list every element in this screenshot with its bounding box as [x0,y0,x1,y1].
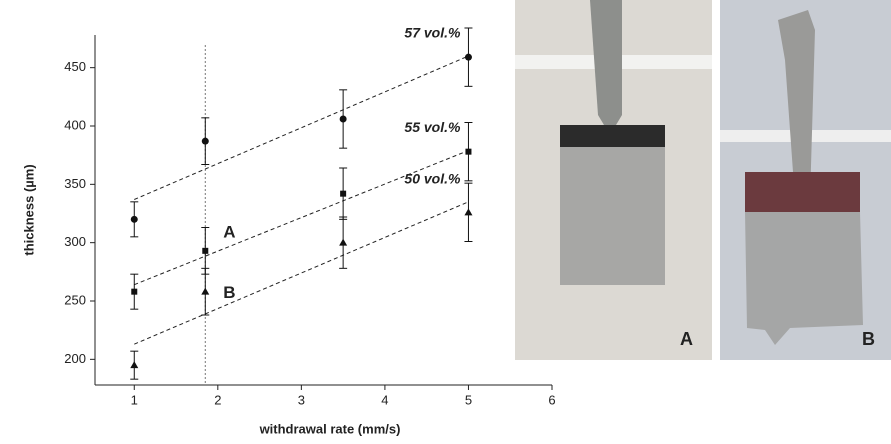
x-axis-label: withdrawal rate (mm/s) [259,421,401,436]
annotation: B [223,283,235,302]
x-tick-label: 5 [465,392,472,407]
y-tick-label: 300 [64,234,86,249]
x-tick-label: 3 [298,392,305,407]
sample-top [560,125,665,147]
data-point [464,53,472,61]
series-label: 55 vol.% [404,119,461,135]
x-tick-label: 2 [214,392,221,407]
photo-a: A [515,0,712,360]
y-tick-label: 200 [64,351,86,366]
sample [560,125,665,285]
fit-line [134,201,469,345]
series-label: 57 vol.% [404,25,461,41]
sample-top [745,172,860,212]
y-tick-label: 450 [64,59,86,74]
data-point [201,287,210,295]
photo-b: B [720,0,891,360]
x-tick-label: 4 [381,392,388,407]
y-axis-label: thickness (µm) [21,164,36,255]
data-point [130,215,138,223]
data-point [465,148,472,155]
data-point [202,247,209,254]
y-tick-label: 400 [64,117,86,132]
annotation: A [223,222,235,241]
clip [778,10,815,200]
x-tick-label: 6 [548,392,555,407]
fit-line [134,55,469,200]
data-point [130,361,139,369]
data-point [339,238,348,246]
data-point [339,115,347,123]
photo-label: A [680,329,693,349]
data-point [201,137,209,145]
series-label: 50 vol.% [404,171,461,187]
sample [745,212,863,345]
data-point [340,190,347,197]
photo-label: B [862,329,875,349]
data-point [464,208,473,216]
clip [590,0,622,135]
data-point [131,288,138,295]
y-tick-label: 350 [64,176,86,191]
y-tick-label: 250 [64,292,86,307]
x-tick-label: 1 [131,392,138,407]
